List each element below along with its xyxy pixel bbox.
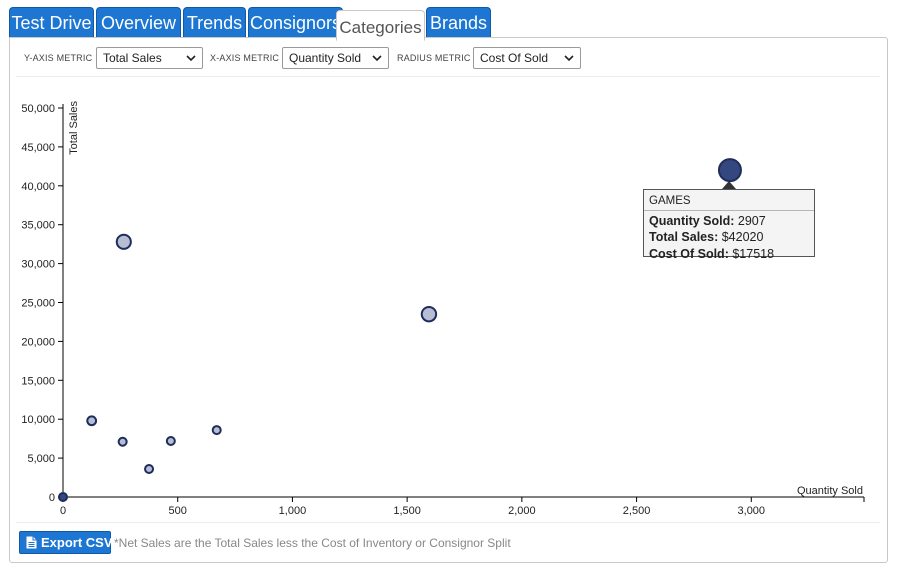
tooltip-quantity-value: 2907 <box>737 213 766 228</box>
tooltip-cost-label: Cost Of Sold: <box>649 246 729 261</box>
bubble <box>58 492 68 502</box>
footer-divider <box>16 522 880 523</box>
tooltip-quantity-row: Quantity Sold: 2907 <box>649 213 814 230</box>
y-tick-label: 5,000 <box>27 453 55 465</box>
export-csv-button[interactable]: Export CSV <box>19 531 113 554</box>
x-tick-label: 0 <box>60 505 66 517</box>
bubble <box>115 233 132 250</box>
x-tick-label: 1,000 <box>279 505 307 517</box>
y-axis-metric-label: Y-AXIS METRIC <box>24 53 93 63</box>
export-csv-label: Export CSV <box>41 535 113 550</box>
bubble <box>117 436 128 447</box>
bubble <box>211 425 222 436</box>
x-tick-label: 1,500 <box>393 505 421 517</box>
tab-test-drive[interactable]: Test Drive <box>9 7 94 37</box>
document-icon <box>26 536 37 549</box>
x-tick-label: 500 <box>169 505 187 517</box>
x-axis-title: Quantity Sold <box>797 485 863 497</box>
tooltip-sales-label: Total Sales: <box>649 230 719 244</box>
y-tick-label: 15,000 <box>21 375 55 387</box>
x-axis-metric-value: Quantity Sold <box>289 51 362 65</box>
controls-divider <box>16 76 880 77</box>
tooltip-sales-row: Total Sales: $42020 <box>649 229 814 246</box>
radius-metric-select[interactable]: Cost Of Sold <box>473 47 581 69</box>
y-tick-label: 50,000 <box>21 103 55 115</box>
y-tick-label: 0 <box>49 492 55 504</box>
tooltip-arrow <box>722 181 736 189</box>
tooltip-cost-row: Cost Of Sold: $17518 <box>649 246 814 263</box>
y-tick-label: 25,000 <box>21 298 55 310</box>
x-tick-label: 3,000 <box>738 505 766 517</box>
y-tick-label: 35,000 <box>21 220 55 232</box>
x-axis-metric-label: X-AXIS METRIC <box>210 53 280 63</box>
tooltip-quantity-label: Quantity Sold: <box>649 213 735 228</box>
bubble-games <box>717 158 742 183</box>
bubble <box>144 463 155 474</box>
tooltip-cost-value: $17518 <box>732 246 775 261</box>
bubble <box>86 415 98 427</box>
tab-overview[interactable]: Overview <box>96 7 181 37</box>
bubble-tooltip: GAMES Quantity Sold: 2907 Total Sales: $… <box>643 189 815 261</box>
chevron-down-icon <box>564 55 574 62</box>
tooltip-title: GAMES <box>644 193 814 211</box>
y-tick-label: 20,000 <box>21 336 55 348</box>
tab-brands[interactable]: Brands <box>426 7 491 37</box>
x-tick-label: 2,500 <box>623 505 651 517</box>
radius-metric-label: RADIUS METRIC <box>397 53 471 63</box>
chevron-down-icon <box>186 55 196 62</box>
tab-consignors[interactable]: Consignors <box>248 7 343 37</box>
bubble <box>165 435 176 446</box>
radius-metric-value: Cost Of Sold <box>480 51 549 65</box>
x-tick-label: 2,000 <box>508 505 536 517</box>
x-axis-metric-select[interactable]: Quantity Sold <box>282 47 389 69</box>
y-tick-label: 30,000 <box>21 259 55 271</box>
y-tick-label: 45,000 <box>21 142 55 154</box>
tab-trends[interactable]: Trends <box>183 7 246 37</box>
y-axis-title: Total Sales <box>68 101 80 155</box>
y-axis-metric-value: Total Sales <box>103 51 162 65</box>
net-sales-footnote: *Net Sales are the Total Sales less the … <box>114 536 511 550</box>
y-axis-metric-select[interactable]: Total Sales <box>96 47 203 69</box>
content-panel <box>9 37 888 563</box>
tooltip-sales-value: $42020 <box>721 230 764 244</box>
bubble <box>420 305 438 323</box>
tab-categories[interactable]: Categories <box>336 10 425 41</box>
y-tick-label: 10,000 <box>21 414 55 426</box>
chevron-down-icon <box>372 55 382 62</box>
y-tick-label: 40,000 <box>21 181 55 193</box>
